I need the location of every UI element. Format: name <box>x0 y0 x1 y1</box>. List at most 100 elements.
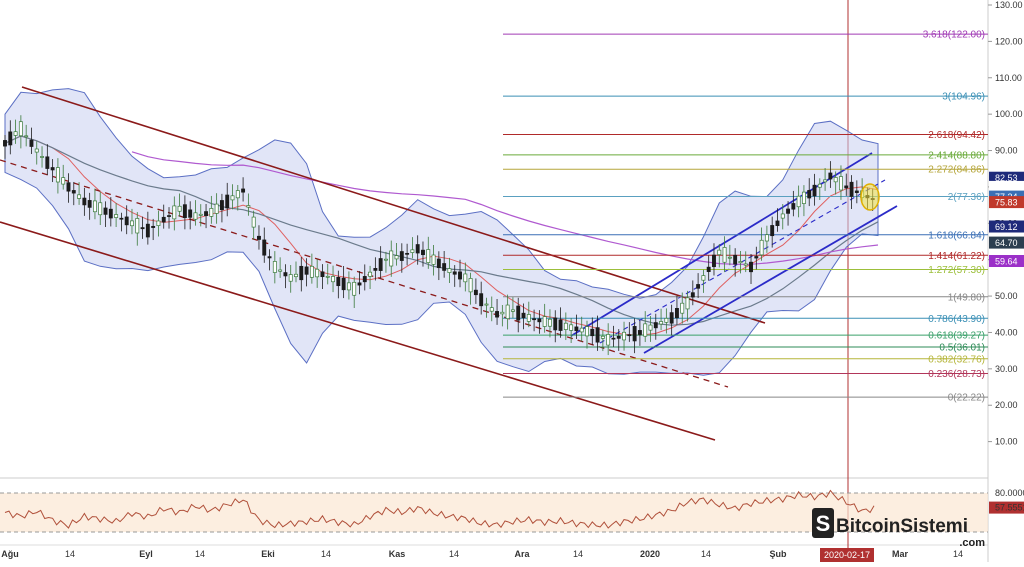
candle-body <box>368 271 373 277</box>
candle-body <box>712 254 716 268</box>
candle-body <box>717 249 722 256</box>
candle-body <box>436 258 441 269</box>
candle-body <box>45 156 50 169</box>
candle-body <box>405 252 410 255</box>
logo-s-glyph: S <box>816 511 831 536</box>
time-label: Ara <box>514 549 530 559</box>
candle-body <box>632 326 637 342</box>
highlight-ellipse <box>860 183 880 211</box>
candle-body <box>34 148 39 153</box>
time-label: Mar <box>892 549 909 559</box>
candle-body <box>659 321 664 325</box>
grid <box>0 0 989 562</box>
oscillator-tag: 57.5551 <box>995 503 1024 513</box>
candle-body <box>458 271 462 280</box>
fib-label: 0(22.22) <box>948 393 985 404</box>
candle-body <box>272 261 277 273</box>
logo-text: BitcoinSistemi <box>836 516 968 537</box>
candle-body <box>383 258 388 261</box>
candle-body <box>262 239 267 256</box>
candle-body <box>320 271 325 278</box>
candle-body <box>315 268 320 278</box>
candle-body <box>648 324 653 331</box>
candle-body <box>426 249 431 263</box>
candle-body <box>854 190 859 193</box>
candle-body <box>341 277 346 291</box>
price-tag-bg <box>989 180 1024 193</box>
candle-body <box>77 194 82 199</box>
price-tag-bg <box>989 220 1024 233</box>
down-channel-top <box>21 86 766 324</box>
bitcoinsistemi-logo: S BitcoinSistemi.com <box>812 508 985 549</box>
candle-body <box>500 311 505 315</box>
candle-body <box>151 225 156 228</box>
bollinger-bands <box>4 88 879 376</box>
price-axis[interactable]: 10.0020.0030.0040.0050.0060.0070.0080.00… <box>988 0 1024 514</box>
fib-label: 2(77.36) <box>948 192 985 203</box>
candle-body <box>616 335 621 339</box>
candle-body <box>225 194 230 209</box>
time-axis[interactable]: Ağu14Eyl14Eki14Kas14Ara14202014Şub14Mar1… <box>1 548 963 562</box>
up-channel-mid <box>599 179 886 344</box>
candle-body <box>669 312 674 324</box>
candle-body <box>680 302 685 314</box>
candle-body <box>558 319 563 331</box>
price-tag-label: 75.83 <box>995 198 1018 208</box>
candle-body <box>357 282 362 286</box>
ma-fast-line <box>4 135 879 336</box>
candle-body <box>585 326 589 337</box>
candle-body <box>701 275 706 281</box>
price-tag-bg <box>989 255 1024 268</box>
oscillator-tag-bg <box>989 501 1024 514</box>
candle-body <box>246 205 251 208</box>
candle-body <box>664 317 669 323</box>
candle-body <box>754 256 759 259</box>
fib-label: 1.414(61.22) <box>928 251 985 262</box>
candle-body <box>553 317 558 331</box>
candle-body <box>812 184 817 197</box>
candle-body <box>209 208 214 217</box>
candle-body <box>532 318 537 321</box>
candle-body <box>833 177 838 183</box>
fib-label: 0.382(32.76) <box>928 354 985 365</box>
time-label: 14 <box>701 549 711 559</box>
candle-body <box>579 327 584 333</box>
candle-body <box>55 167 60 183</box>
candle-body <box>161 216 166 223</box>
candle-body <box>643 323 648 337</box>
up-channel-bottom <box>643 205 898 354</box>
candle-body <box>706 266 711 272</box>
candle-body <box>145 223 150 238</box>
fib-label: 1(49.80) <box>948 292 985 303</box>
candle-body <box>780 213 785 219</box>
candlesticks <box>3 115 880 356</box>
candle-body <box>479 293 484 307</box>
fib-label: 1.272(57.30) <box>928 265 985 276</box>
candle-body <box>452 271 457 275</box>
candle-body <box>590 328 595 337</box>
fib-label: 0.618(39.27) <box>928 331 985 342</box>
candle-body <box>309 265 314 278</box>
candle-body <box>743 263 748 266</box>
price-tick-label: 30.00 <box>995 364 1018 374</box>
time-label: 14 <box>573 549 583 559</box>
candle-body <box>447 268 452 273</box>
candle-body <box>92 200 97 213</box>
candle-body <box>823 179 828 183</box>
candle-body <box>431 254 436 265</box>
trend-channels <box>0 86 898 441</box>
candle-body <box>82 197 87 206</box>
candle-body <box>214 203 219 214</box>
fib-label: 3.618(122.00) <box>923 30 985 41</box>
candle-body <box>378 258 383 271</box>
price-tick-label: 20.00 <box>995 400 1018 410</box>
price-tag-label: 69.12 <box>995 222 1018 232</box>
candle-body <box>463 273 468 283</box>
fib-label: 2.272(84.86) <box>928 165 985 176</box>
time-label: 14 <box>953 549 963 559</box>
candle-body <box>410 249 415 253</box>
candle-body <box>394 255 399 260</box>
fib-label: 2.414(88.80) <box>928 150 985 161</box>
